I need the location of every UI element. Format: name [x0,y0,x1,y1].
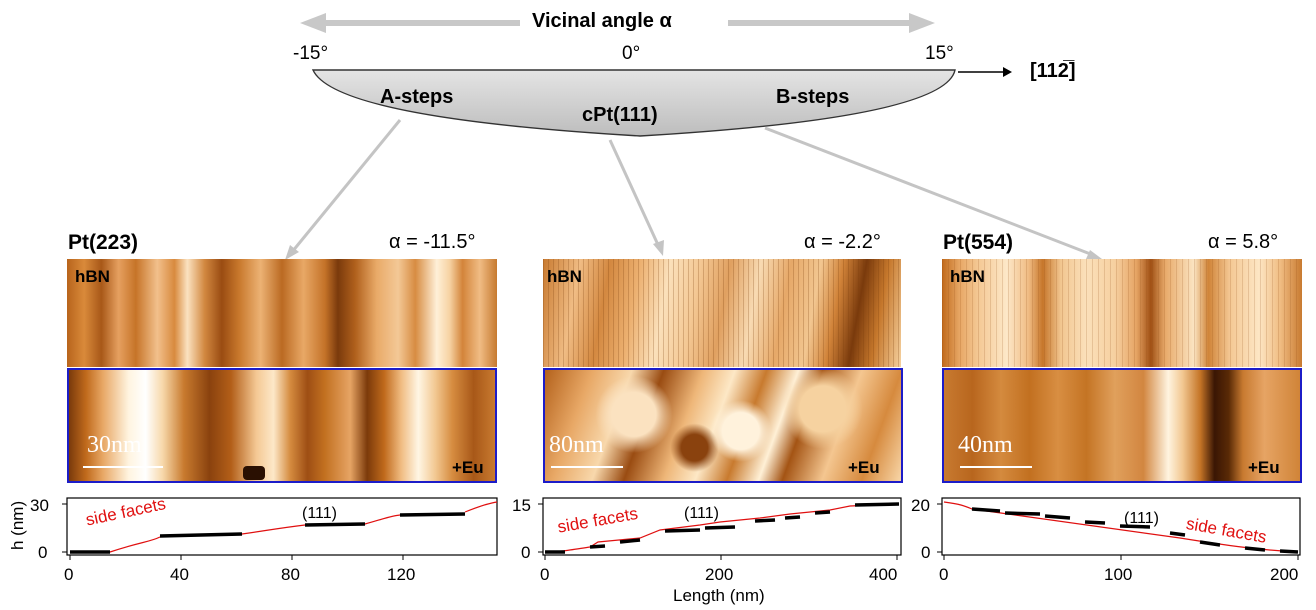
vicinal-double-arrow [300,13,935,33]
panel-1-alpha: α = -11.5° [389,231,476,253]
panel-2-alpha: α = -2.2° [804,231,881,253]
profile-plot-3 [937,497,1301,560]
profile-1-xtick-1: 40 [170,565,189,584]
profile-3-xtick-2: 200 [1270,565,1299,584]
direction-arrow [958,67,1012,77]
profile-2-terrace-label: (111) [684,505,719,522]
scalebar-label-2: 80nm [549,432,604,458]
scalebar-3 [960,466,1032,468]
profiles-svg [62,497,1301,560]
profile-1-xtick-0: 0 [64,565,74,584]
hbn-label-2: hBN [547,267,582,286]
pointer-arrows [285,119,1102,260]
vicinal-angle-label: Vicinal angle α [532,10,672,32]
profile-plot-2 [538,497,902,560]
profile-1-xtick-3: 120 [387,565,416,584]
profile-3-terrace-label: (111) [1124,510,1159,527]
panel-3-title: Pt(554) [943,231,1014,254]
profile-3-xtick-1: 100 [1104,565,1133,584]
profile-2-ytick-0: 0 [521,543,531,562]
eu-label-3: +Eu [1248,458,1280,477]
b-steps-label: B-steps [776,86,850,108]
angle-mid-label: 0° [622,43,641,64]
scalebar-label-1: 30nm [87,432,142,458]
profile-3-ytick-1: 20 [911,496,930,515]
angle-right-label: 15° [925,43,954,64]
scalebar-2 [551,466,623,468]
profile-2-xtick-0: 0 [540,565,550,584]
profile-1-ylabel: h (nm) [8,500,27,550]
profile-2-xlabel: Length (nm) [673,586,765,605]
hbn-label-3: hBN [950,267,985,286]
profile-plot-1 [62,497,498,560]
crystal-label: cPt(111) [582,104,658,126]
direction-label: [112̅] [1030,60,1076,82]
profile-1-xtick-2: 80 [281,565,300,584]
stm-image-eu-2: 80nm +Eu [543,368,903,483]
angle-left-label: -15° [293,43,329,64]
stm-image-hbn-2: hBN [543,259,901,367]
eu-label-1: +Eu [452,458,484,477]
hbn-label-1: hBN [75,267,110,286]
panel-3-alpha: α = 5.8° [1208,231,1279,253]
panel-1-title: Pt(223) [68,231,139,254]
stm-image-hbn-1: hBN [67,259,497,367]
scalebar-1 [83,466,163,468]
profile-1-terrace-label: (111) [302,505,337,522]
schematic-svg [285,13,1102,260]
profile-2-xtick-2: 400 [869,565,898,584]
profile-1-ytick-1: 30 [30,496,49,515]
dark-spot-1 [243,466,265,480]
stm-image-eu-3: 40nm +Eu [942,368,1302,483]
a-steps-label: A-steps [380,86,454,108]
profile-3-xtick-0: 0 [939,565,949,584]
profile-3-ytick-0: 0 [921,543,931,562]
profile-1-ytick-0: 0 [38,543,48,562]
profile-2-ytick-1: 15 [512,496,531,515]
profile-2-xtick-1: 200 [705,565,734,584]
curved-crystal-shape [311,69,956,137]
scalebar-label-3: 40nm [958,432,1013,458]
stm-image-hbn-3: hBN [942,259,1302,367]
eu-label-2: +Eu [848,458,880,477]
stm-image-eu-1: 30nm +Eu [67,368,497,483]
